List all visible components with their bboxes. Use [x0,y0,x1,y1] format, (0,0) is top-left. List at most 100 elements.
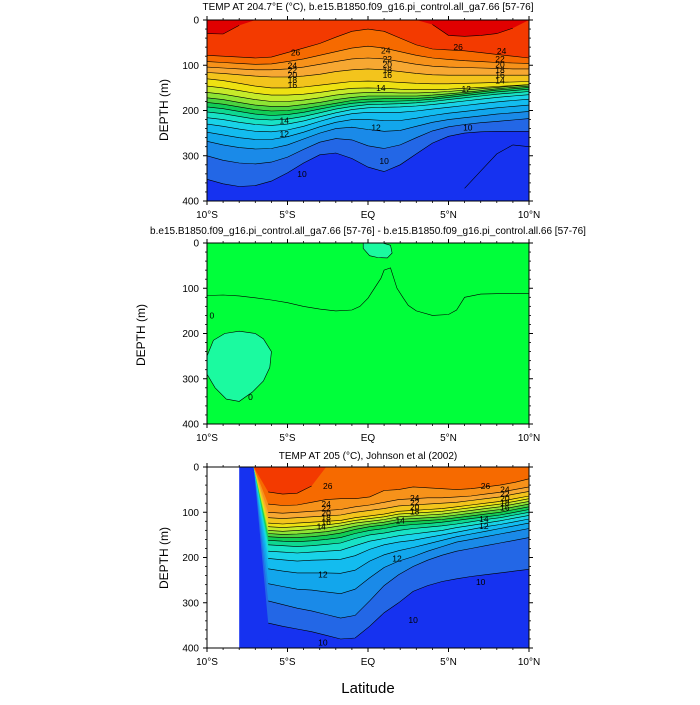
contour-band [239,467,529,495]
x-tick-label: EQ [361,210,376,221]
y-tick-label: 100 [182,508,199,519]
panel-3-title: TEMP AT 205 (°C), Johnson et al (2002) [279,451,458,462]
isotherm-line [268,522,530,574]
isotherm-line [268,537,530,619]
isotherm-line [206,118,530,165]
y-tick-label: 400 [182,644,199,655]
contour-label: 26 [453,42,463,52]
contour-label: 24 [497,46,507,56]
y-tick-label: 300 [182,151,199,162]
contour-label: 24 [381,45,391,55]
isotherm-line [268,498,530,528]
x-tick-label: 5°S [279,210,296,221]
contour-label: 20 [383,59,393,69]
x-tick-label: 5°S [279,433,296,444]
x-tick-label: 5°N [440,657,457,668]
isotherm-line [268,503,530,535]
isotherm-line [268,478,530,506]
contour-label: 20 [288,70,298,80]
isotherm-line [268,528,530,595]
contour-label: 10 [318,638,328,648]
x-tick-label: 5°N [440,433,457,444]
isotherm-line [206,57,529,71]
panel-1-contour-lines [206,24,530,189]
x-tick-label: 10°N [518,433,540,444]
panel-3-contour-lines [268,478,530,640]
panel-observed-temperature: TEMP AT 205 (°C), Johnson et al (2002) 2… [157,451,540,697]
isotherm-line [206,84,530,102]
panel-1-title: TEMP AT 204.7°E (°C), b.e15.B1850.f09_g1… [203,2,534,13]
isotherm-line [206,84,530,96]
contour-label: 16 [383,70,393,80]
contour-label: 24 [321,499,331,509]
panel-difference: b.e15.B1850.f09_g16.pi_control.all_ga7.6… [134,226,586,444]
contour-label: 20 [495,59,505,69]
contour-label: 24 [288,60,298,70]
panel-1-contour-fills [207,20,529,201]
contour-label: 12 [318,570,328,580]
isotherm-line [268,518,530,562]
x-tick-label: 10°S [196,433,218,444]
isotherm-line [206,45,530,65]
panel-2-contour-lines [206,267,529,316]
zero-contour-line [206,267,529,316]
panel-1-axes: 10°S 5°S EQ 5°N 10°N 0 100 200 300 400 [182,16,540,222]
panel-2-title: b.e15.B1850.f09_g16.pi_control.all_ga7.6… [150,226,586,237]
x-tick-label: EQ [361,433,376,444]
panel-2-contour-fills [206,242,529,424]
isotherm-line [268,485,312,495]
contour-label: 16 [500,503,510,513]
contour-label: 18 [288,75,298,85]
x-tick-label: 5°S [279,657,296,668]
isotherm-line [206,78,530,89]
contour-label: 18 [383,65,393,75]
isotherm-line [268,509,530,543]
isotherm-line [268,515,530,554]
contour-label: 12 [371,123,381,133]
y-tick-label: 400 [182,420,199,431]
contour-label: 14 [376,83,386,93]
x-tick-label: 10°N [518,210,540,221]
contour-band [207,20,529,37]
y-tick-label: 200 [182,553,199,564]
contour-label: 16 [321,517,331,527]
contour-label: 18 [321,513,331,523]
panel-2-axes: 10°S 5°S EQ 5°N 10°N 0 100 200 300 400 [182,239,540,445]
isotherm-line [206,104,530,140]
contour-label: 10 [408,615,418,625]
panel-2-ylabel: DEPTH (m) [134,304,148,366]
contour-label: 12 [479,521,489,531]
isotherm-line [268,512,530,547]
y-tick-label: 300 [182,374,199,385]
contour-label: 10 [297,169,307,179]
panel-3-ylabel: DEPTH (m) [157,527,171,589]
difference-region [207,243,529,424]
contour-label: 12 [280,129,290,139]
x-tick-label: 5°N [440,210,457,221]
contour-label: 18 [495,65,505,75]
zero-contour-loop [206,330,272,402]
panel-3-axes: 10°S 5°S EQ 5°N 10°N 0 100 200 300 400 [182,463,540,669]
contour-label: 22 [288,65,298,75]
contour-label: 10 [463,123,473,133]
contour-label: 16 [495,70,505,80]
contour-label: 14 [395,515,405,525]
contour-label: 22 [500,489,510,499]
contour-label: 10 [476,577,486,587]
isotherm-line [206,24,513,37]
contour-label: 18 [410,506,420,516]
panel-2-plot-area: 00 [206,242,530,425]
isotherm-line [206,98,530,133]
contour-label: 26 [291,48,301,58]
contour-label: 14 [317,522,327,532]
y-tick-label: 0 [193,239,199,250]
y-tick-label: 100 [182,284,199,295]
isotherm-line [268,495,530,525]
x-tick-label: 10°S [196,657,218,668]
panel-2-contour-labels: 00 [209,310,253,401]
contour-label: 20 [500,494,510,504]
contour-label: 14 [495,76,505,86]
